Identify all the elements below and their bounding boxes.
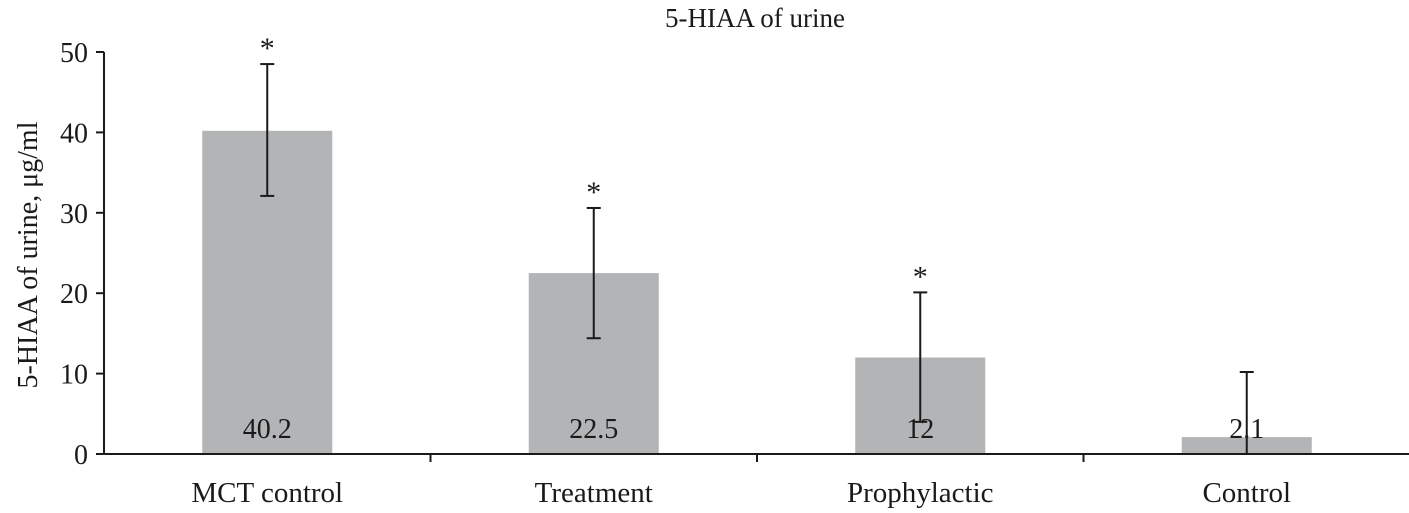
x-tick-label: Treatment: [535, 477, 653, 509]
significance-marker: *: [913, 260, 928, 293]
bar-value-label: 12: [906, 414, 934, 445]
y-axis-label: 5-HIAA of urine, μg/ml: [13, 121, 44, 388]
x-ticks-layer: MCT control Treatment Prophylactic Control: [191, 454, 1291, 509]
y-tick-label: 50: [60, 38, 88, 69]
x-tick-label: Prophylactic: [847, 477, 994, 509]
x-tick-label: Control: [1202, 477, 1291, 509]
error-bars-layer: [260, 63, 1254, 454]
y-tick-label: 30: [60, 199, 88, 230]
significance-marker: *: [586, 176, 601, 209]
bar-value-label: 2.1: [1229, 414, 1264, 445]
y-tick-label: 20: [60, 279, 88, 310]
y-tick-label: 10: [60, 360, 88, 391]
significance-marker: *: [260, 32, 275, 65]
bar-value-label: 40.2: [243, 414, 292, 445]
y-tick-label: 40: [60, 118, 88, 149]
y-tick-label: 0: [74, 440, 88, 471]
x-tick-label: MCT control: [191, 477, 343, 509]
chart-title: 5-HIAA of urine: [665, 3, 845, 33]
y-ticks-layer: 0 10 20 30 40 50: [60, 38, 104, 471]
value-labels-layer: * 40.2 * 22.5 * 12 2.1: [243, 32, 1265, 445]
bar-value-label: 22.5: [569, 414, 618, 445]
bars-layer: [202, 130, 1312, 455]
